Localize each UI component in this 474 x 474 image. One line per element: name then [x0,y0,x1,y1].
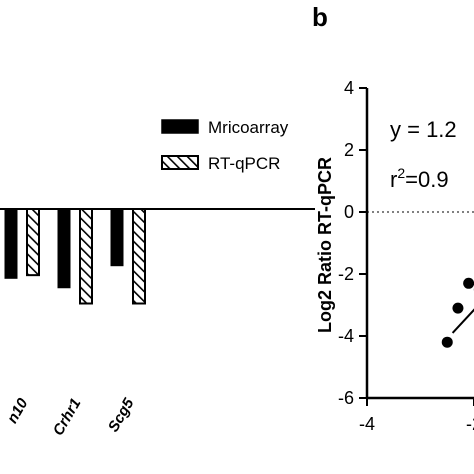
legend-swatch-mricoarray [161,119,199,134]
bar-mricoarray-1 [57,208,71,289]
bar-mricoarray-0 [4,208,18,279]
bar-category-label: Scg5 [105,395,138,435]
x-axis-ticks: -4 -2 [359,398,474,434]
x-tick-label: -2 [466,414,474,434]
r-squared-value: =0.9 [405,167,448,192]
legend-label-mricoarray: Mricoarray [208,118,289,137]
regression-fit-line [451,308,474,334]
scatter-point [441,336,453,348]
y-axis-ticks: 4 2 0 -2 -4 -6 [338,78,367,408]
bar-category-label: n10 [4,395,32,426]
y-tick-label: 2 [344,140,354,160]
scatter-point [452,302,464,314]
scatter-points [441,277,474,348]
panel-label-b: b [312,2,328,32]
bar-rt-qpcr-0 [26,208,40,277]
bar-category-labels: n10 Crhr1 Scg5 [4,395,138,439]
bar-series-group [4,208,146,305]
bar-rt-qpcr-1 [79,208,93,305]
legend: Mricoarray RT-qPCR [161,118,289,173]
bar-category-label: Crhr1 [50,396,85,439]
y-axis-label: Log2 Ratio RT-qPCR [315,157,335,333]
y-tick-label: -2 [338,264,354,284]
scatter-chart-panel: b Log2 Ratio RT-qPCR 420-2-4-6 -4-2 y = … [312,2,474,434]
legend-label-rtqpcr: RT-qPCR [208,154,280,173]
y-tick-label: -4 [338,326,354,346]
scatter-point [463,277,474,289]
r-squared-annotation: r2=0.9 [390,165,449,192]
r-squared-exponent: 2 [397,165,405,181]
y-tick-label: 0 [344,202,354,222]
bar-mricoarray-2 [110,208,124,267]
legend-swatch-rtqpcr [161,155,199,170]
bar-chart-panel: n10 Crhr1 Scg5 Mricoarray RT-qPCR [0,118,315,439]
y-tick-label: -6 [338,388,354,408]
r-squared-prefix: r [390,167,397,192]
bar-rt-qpcr-2 [132,208,146,305]
regression-equation: y = 1.2 [390,117,457,142]
x-tick-label: -4 [359,414,375,434]
y-tick-label: 4 [344,78,354,98]
